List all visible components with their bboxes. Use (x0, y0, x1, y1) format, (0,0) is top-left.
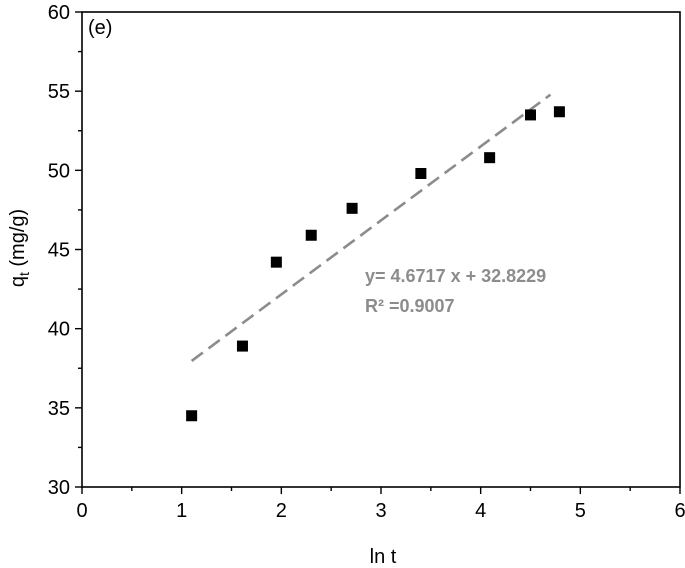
x-tick-label: 0 (76, 500, 87, 522)
x-tick-label: 5 (575, 500, 586, 522)
y-tick-label: 60 (48, 2, 70, 24)
y-tick-label: 50 (48, 160, 70, 182)
x-tick-label: 6 (674, 500, 685, 522)
data-point (415, 168, 427, 179)
x-tick-label: 2 (276, 500, 287, 522)
data-point (484, 152, 496, 164)
linear-fit-line (190, 93, 552, 362)
x-axis-title: ln t (370, 546, 397, 568)
x-tick-label: 3 (375, 500, 386, 522)
y-axis-title-main: q (7, 276, 29, 287)
y-tick-label: 40 (48, 319, 70, 341)
data-points-group (186, 106, 565, 422)
data-point (525, 109, 536, 121)
y-tick-label: 45 (48, 240, 70, 262)
plot-frame (81, 11, 681, 488)
data-point (186, 410, 198, 422)
y-tick-label: 30 (48, 477, 70, 499)
y-axis-title-unit: (mg/g) (7, 209, 29, 272)
y-tick-label: 55 (48, 81, 70, 103)
y-tick-label: 35 (48, 398, 70, 420)
data-point (305, 229, 317, 241)
x-tick-label: 4 (475, 500, 486, 522)
r-squared-annotation: R² =0.9007 (365, 296, 455, 316)
data-point (236, 340, 248, 352)
data-point (346, 202, 358, 214)
axes-group (81, 11, 681, 488)
equation-annotation: y= 4.6717 x + 32.8229 (365, 266, 546, 286)
y-axis-title: qt (mg/g) (7, 209, 32, 287)
fit-line-group (190, 93, 552, 362)
x-tick-label: 1 (176, 500, 187, 522)
data-point (553, 106, 565, 118)
y-axis-title-subscript: t (16, 272, 32, 276)
data-point (270, 256, 282, 268)
panel-label: (e) (88, 17, 112, 39)
